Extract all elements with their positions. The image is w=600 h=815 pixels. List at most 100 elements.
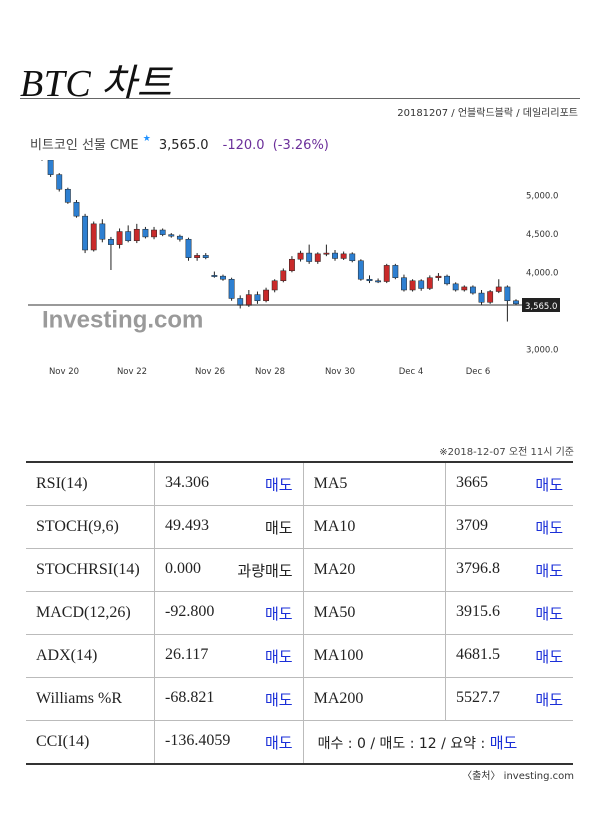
indicator-cell: 0.000 과량매도 <box>153 548 304 592</box>
ma-name: MA5 <box>302 461 446 506</box>
timestamp-note: ※2018-12-07 오전 11시 기준 <box>439 447 574 458</box>
ma-cell: 5527.7 매도 <box>445 677 573 721</box>
indicator-value: 34.306 <box>164 473 209 491</box>
candle-body <box>237 298 244 306</box>
candle-body <box>478 292 485 303</box>
indicator-signal: 매도 <box>264 690 293 709</box>
candle-body <box>323 252 330 255</box>
indicator-name: RSI(14) <box>26 461 155 506</box>
indicator-name: Williams %R <box>26 677 155 721</box>
ma-signal: 매도 <box>535 690 563 709</box>
candle-body <box>332 252 338 259</box>
indicator-table: RSI(14) 34.306 매도 MA5 3665 매도 STOCH(9,6) 49.493… <box>26 461 573 765</box>
candle-body <box>99 223 106 240</box>
candle-body <box>340 253 347 259</box>
candle-body <box>297 252 304 260</box>
indicator-row: MACD(12,26) -92.800 매도 MA50 3915.6 매도 <box>26 591 573 635</box>
candle-body <box>116 231 123 245</box>
indicator-cell: 34.306 매도 <box>153 461 304 506</box>
current-price-label: 3,565.0 <box>525 302 557 312</box>
summary-cell: 매수 : 0 / 매도 : 12 / 요약 : 매도 <box>302 720 573 765</box>
ma-signal: 매도 <box>535 604 563 623</box>
candle-body <box>504 286 511 302</box>
indicator-row: ADX(14) 26.117 매도 MA100 4681.5 매도 <box>26 634 573 678</box>
indicator-value: 49.493 <box>164 516 209 534</box>
indicator-row: CCI(14) -136.4059 매도 매수 : 0 / 매도 : 12 / 요약 … <box>26 720 573 765</box>
y-tick-label: 3,000.0 <box>526 345 558 355</box>
indicator-name: ADX(14) <box>26 634 155 678</box>
candle-body <box>168 234 175 237</box>
last-price: 3,565.0 <box>158 138 209 153</box>
ma-value: 4681.5 <box>456 645 501 663</box>
candle-body <box>176 235 183 240</box>
ma-cell: 3796.8 매도 <box>445 548 573 592</box>
candle-body <box>90 223 97 251</box>
indicator-signal: 과량매도 <box>237 561 293 580</box>
ma-cell: 3709 매도 <box>445 505 573 549</box>
indicator-cell: -68.821 매도 <box>153 677 304 721</box>
candle-body <box>108 238 114 245</box>
ma-value: 5527.7 <box>456 688 501 706</box>
ma-signal: 매도 <box>535 647 563 666</box>
candle-body <box>73 202 80 217</box>
source-line: 20181207 / 언블락드블락 / 데일리리포트 <box>397 108 578 119</box>
candlestick-chart: Investing.com 5,000.0 4,500.0 4,000.0 3,000.… <box>28 160 560 377</box>
y-tick-label: 5,000.0 <box>526 192 558 202</box>
candle-body <box>47 160 54 175</box>
ma-name: MA100 <box>302 634 446 678</box>
indicator-name: CCI(14) <box>26 720 155 765</box>
candle-body <box>513 300 519 305</box>
ma-value: 3915.6 <box>456 602 501 620</box>
candle-body <box>444 275 450 285</box>
x-tick-label: Nov 20 <box>49 367 79 377</box>
candle-body <box>426 277 433 289</box>
instrument-name: 비트코인 선물 CME <box>30 138 139 153</box>
candle-body <box>82 215 89 251</box>
candle-body <box>452 283 459 291</box>
price-change: -120.0 <box>222 138 265 153</box>
current-price-box <box>522 298 560 312</box>
x-tick-label: Nov 30 <box>325 367 355 377</box>
indicator-value: 0.000 <box>164 559 201 577</box>
indicator-row: STOCHRSI(14) 0.000 과량매도 MA20 3796.8 매도 <box>26 548 573 592</box>
indicator-value: 26.117 <box>164 645 209 663</box>
candle-body <box>228 278 235 299</box>
star-icon[interactable]: ★ <box>142 134 151 144</box>
summary-text: 매수 : 0 / 매도 : 12 / 요약 : <box>317 735 490 752</box>
candle-body <box>409 280 416 291</box>
indicator-row: RSI(14) 34.306 매도 MA5 3665 매도 <box>26 461 573 506</box>
candle-body <box>418 280 425 289</box>
candle-body <box>194 255 201 258</box>
indicator-cell: 49.493 매도 <box>153 505 304 549</box>
candle-body <box>349 253 356 262</box>
y-tick-label: 4,000.0 <box>526 269 558 279</box>
candle-body <box>401 277 407 291</box>
indicator-signal: 매도 <box>264 475 293 494</box>
candle-body <box>263 289 269 302</box>
indicator-row: STOCH(9,6) 49.493 매도 MA10 3709 매도 <box>26 505 573 549</box>
x-tick-label: Nov 28 <box>255 367 285 377</box>
candle-body <box>469 286 476 294</box>
x-tick-label: Nov 22 <box>117 367 147 377</box>
candle-body <box>202 255 209 258</box>
indicator-name: MACD(12,26) <box>26 591 155 635</box>
candle-body <box>125 231 132 242</box>
source-credit: 〈출처〉 investing.com <box>462 771 574 782</box>
candle-body <box>461 286 468 291</box>
chart-header: 비트코인 선물 CME ★ 3,565.0 -120.0 (-3.26%) <box>30 134 329 153</box>
candle-body <box>487 291 494 303</box>
indicator-name: STOCHRSI(14) <box>26 548 155 592</box>
indicator-signal: 매도 <box>264 518 293 537</box>
indicator-cell: -136.4059 매도 <box>153 720 304 765</box>
ma-name: MA20 <box>302 548 446 592</box>
x-tick-label: Dec 4 <box>399 367 424 377</box>
watermark-text: Investing.com <box>42 307 203 334</box>
ma-value: 3665 <box>456 473 489 491</box>
candle-body <box>151 229 157 238</box>
summary-signal: 매도 <box>489 733 518 752</box>
candle-body <box>185 238 192 258</box>
ma-value: 3709 <box>456 516 489 534</box>
y-tick-label: 4,500.0 <box>526 230 558 240</box>
candle-body <box>220 275 226 280</box>
indicator-signal: 매도 <box>264 647 293 666</box>
